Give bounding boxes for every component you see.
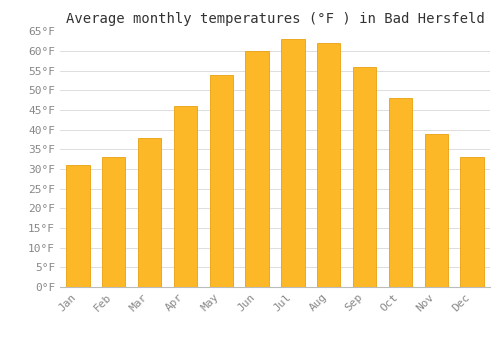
Title: Average monthly temperatures (°F ) in Bad Hersfeld: Average monthly temperatures (°F ) in Ba…	[66, 12, 484, 26]
Bar	[210, 75, 233, 287]
Bar	[460, 157, 483, 287]
Bar	[174, 106, 197, 287]
Bar	[138, 138, 161, 287]
Bar	[66, 165, 90, 287]
Bar	[102, 157, 126, 287]
Bar	[389, 98, 412, 287]
Bar	[282, 39, 304, 287]
Bar	[424, 134, 448, 287]
Bar	[317, 43, 340, 287]
Bar	[246, 51, 268, 287]
Bar	[353, 67, 376, 287]
